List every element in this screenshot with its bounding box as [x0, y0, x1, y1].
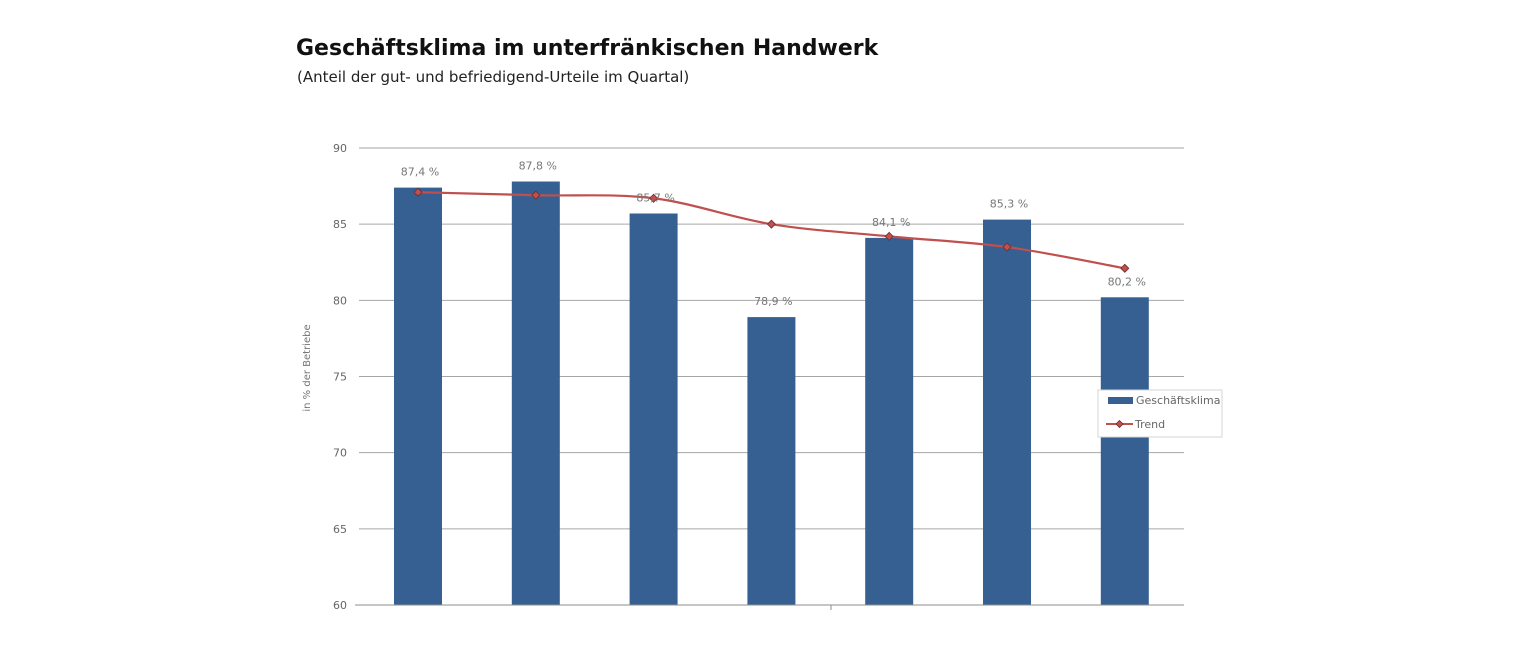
data-label: 85,7 % — [636, 192, 674, 205]
chart-subtitle: (Anteil der gut- und befriedigend-Urteil… — [297, 68, 690, 86]
data-label: 85,3 % — [990, 198, 1028, 211]
trend-marker — [1002, 242, 1012, 252]
y-tick-label: 85 — [333, 218, 347, 231]
legend: Geschäftsklima Trend — [1097, 389, 1223, 438]
legend-label-trend: Trend — [1134, 418, 1165, 431]
bar — [865, 237, 914, 606]
x-axis — [355, 604, 1184, 610]
data-label: 87,4 % — [401, 166, 439, 179]
bar — [511, 181, 560, 605]
trend-series — [413, 187, 1130, 273]
y-tick-label: 75 — [333, 371, 347, 384]
y-axis-ticks: 60 65 70 75 80 85 90 — [333, 142, 347, 612]
y-tick-label: 80 — [333, 294, 347, 307]
data-label: 80,2 % — [1108, 275, 1146, 288]
bar — [1100, 297, 1149, 605]
bar — [394, 187, 442, 605]
trend-marker — [531, 190, 541, 200]
bar — [629, 213, 678, 605]
data-label: 84,1 % — [872, 216, 910, 229]
chart-title: Geschäftsklima im unterfränkischen Handw… — [296, 36, 879, 61]
bar — [983, 219, 1031, 605]
y-tick-label: 65 — [333, 523, 347, 536]
data-label: 87,8 % — [519, 160, 557, 173]
y-tick-label: 60 — [333, 599, 347, 612]
y-tick-label: 70 — [333, 447, 347, 460]
y-tick-label: 90 — [333, 142, 347, 155]
legend-swatch-bars — [1108, 397, 1133, 404]
bar — [747, 317, 796, 605]
y-axis-label: in % der Betriebe — [302, 324, 313, 411]
trend-marker — [413, 187, 423, 197]
legend-marker-trend — [1115, 419, 1124, 429]
trend-marker — [884, 231, 894, 241]
legend-label-bars: Geschäftsklima — [1136, 394, 1220, 407]
trend-marker — [1120, 263, 1130, 273]
data-labels: 87,4 % 87,8 % 85,7 % 78,9 % 84,1 % 85,3 % 80,2… — [401, 160, 1146, 309]
trend-marker — [649, 193, 659, 203]
trend-marker — [766, 219, 776, 229]
data-label: 78,9 % — [754, 295, 792, 308]
bar-series — [394, 181, 1149, 606]
